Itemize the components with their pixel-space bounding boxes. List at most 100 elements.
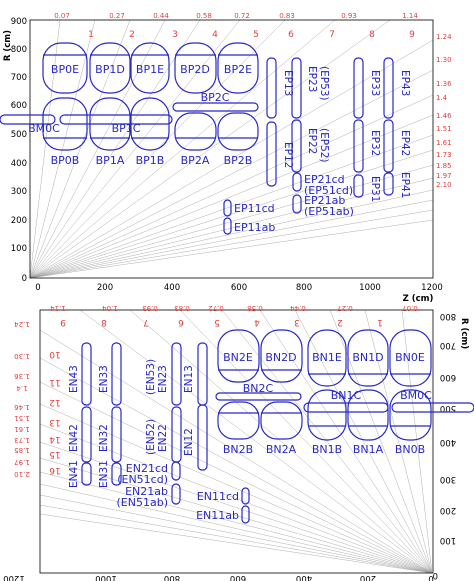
bottom-eta-left: 1.24 1.30 1.36 1.4 1.46 1.51 1.61 1.73 1… (14, 320, 30, 478)
sector-number: 4 (212, 30, 218, 40)
ep23-chamber: EP23 (EP53) (291, 57, 330, 119)
ep13-chamber: EP13 (266, 57, 294, 119)
top-r-axis-label: R (cm) (3, 30, 13, 61)
bn2e-chamber: BN2E (217, 329, 260, 383)
bn2a-chamber: BN2A (260, 401, 303, 456)
top-plot-frame (29, 19, 434, 279)
eta-value: 0.83 (279, 12, 295, 20)
top-panel: R (cm) 0 100 200 300 400 500 600 700 800… (0, 12, 452, 304)
eta-value: 2.10 (436, 181, 452, 189)
sector-number: 8 (369, 30, 375, 40)
chamber-label: EN23 (157, 365, 169, 393)
en22-chamber: EN22 (EN52) (145, 406, 182, 463)
ep11cd-chamber: EP11cd (223, 199, 275, 217)
r-tick: 200 (440, 505, 456, 515)
chamber-label: (EP51cd) (304, 184, 353, 197)
r-tick: 100 (440, 535, 456, 545)
en42-chamber: EN42 (68, 406, 92, 463)
eta-value: 1.36 (436, 80, 452, 88)
chamber-label: BN0E (395, 351, 425, 364)
ep41-chamber: EP41 (383, 172, 411, 198)
eta-value: 1.30 (14, 352, 30, 360)
sector-number: 11 (49, 377, 60, 387)
sector-number: 7 (329, 30, 335, 40)
eta-value: 0.27 (337, 304, 353, 312)
r-tick: 300 (11, 187, 27, 197)
eta-value: 0.58 (247, 304, 263, 312)
sector-number: 16 (49, 465, 61, 475)
sector-number: 7 (143, 317, 149, 327)
sector-number: 5 (253, 30, 259, 40)
sector-number: 6 (178, 317, 184, 327)
z-tick: 400 (164, 283, 180, 293)
bn2d-chamber: BN2D (260, 329, 303, 383)
eta-value: 0.93 (341, 12, 357, 20)
bp1d-chamber: BP1D (89, 42, 131, 94)
r-tick: 900 (11, 17, 27, 27)
chamber-label: EN21cd (126, 462, 168, 475)
eta-value: 1.14 (402, 12, 418, 20)
sector-number: 15 (49, 449, 60, 459)
chamber-label: BP1D (95, 63, 125, 76)
sector-number: 14 (49, 434, 61, 444)
chamber-label: BM0C (400, 389, 432, 402)
chamber-label: EP21cd (304, 173, 345, 186)
chamber-label: EN42 (68, 424, 80, 452)
r-tick: 400 (440, 437, 456, 447)
chamber-label: BP2A (181, 154, 210, 167)
bn1e-chamber: BN1E (307, 329, 347, 387)
chamber-label: EN31 (98, 460, 110, 488)
chamber-label: BP2D (180, 63, 210, 76)
chamber-label: BP0E (51, 63, 79, 76)
bp2b-chamber: BP2B (217, 112, 259, 167)
chamber-label: EN21ab (125, 485, 168, 498)
ep22-chamber: EP22 (EP52) (291, 119, 330, 173)
r-tick: 600 (11, 101, 27, 111)
chamber-label: EN11ab (196, 509, 239, 522)
eta-value: 0.44 (153, 12, 169, 20)
eta-value: 1.51 (436, 125, 452, 133)
chamber-label: BP1B (136, 154, 165, 167)
sector-number: 10 (49, 349, 61, 359)
z-tick: 1200 (421, 283, 443, 293)
eta-value: 1.61 (436, 139, 452, 147)
chamber-label: BN1B (312, 443, 342, 456)
chamber-label: EP23 (306, 66, 318, 92)
bp1b-chamber: BP1B (130, 97, 170, 167)
chamber-label: EN12 (183, 428, 195, 456)
chamber-label: BN2C (243, 382, 274, 395)
top-r-ticks: 0 100 200 300 400 500 600 700 800 900 (11, 17, 27, 284)
bottom-panel: R (cm) 0 100 200 300 400 500 600 700 800… (3, 304, 474, 581)
eta-value: 1.04 (102, 304, 118, 312)
bn0b-chamber: BN0B (389, 389, 432, 456)
sector-number: 5 (214, 317, 220, 327)
en43-chamber: EN43 (68, 342, 92, 406)
sector-number: 3 (172, 30, 178, 40)
eta-value: 0.72 (208, 304, 224, 312)
z-tick: 800 (296, 283, 312, 293)
r-tick: 0 (433, 570, 438, 580)
eta-value: 1.4 (436, 94, 448, 102)
chamber-label: EP32 (369, 130, 381, 156)
eta-value: 1.24 (436, 33, 452, 41)
chamber-label: (EP53) (318, 66, 330, 101)
bn1a-chamber: BN1A (347, 389, 389, 456)
chamber-label: EN22 (157, 424, 169, 452)
en32-chamber: EN32 (98, 406, 122, 463)
chamber-label: BN1A (353, 443, 384, 456)
chamber-label: BN2B (223, 443, 253, 456)
bn1d-chamber: BN1D (347, 329, 389, 387)
ep21ab-chamber: EP21ab (EP51ab) (292, 194, 354, 218)
eta-value: 1.73 (436, 151, 452, 159)
bottom-eta-rays (40, 310, 433, 574)
chamber-label: BN1C (331, 389, 362, 402)
top-z-axis-label: Z (cm) (403, 294, 434, 304)
chamber-label: (EP52) (318, 128, 330, 163)
z-tick: 400 (296, 573, 312, 581)
z-tick: 600 (231, 283, 247, 293)
bp2c-chamber: BP2C (172, 91, 259, 112)
eta-value: 0.27 (109, 12, 125, 20)
bp2e-chamber: BP2E (217, 42, 259, 94)
eta-value: 0.44 (290, 304, 306, 312)
